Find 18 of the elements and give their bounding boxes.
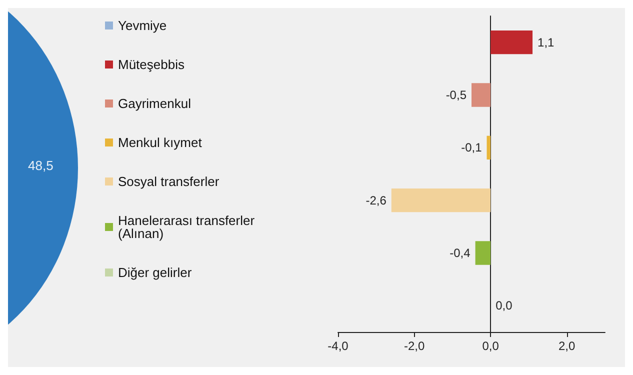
data-label: -0,1 [461,140,482,155]
legend-label: Yevmiye [118,18,167,33]
data-label: 0,0 [496,298,513,313]
text: 48,5 [28,158,54,173]
data-label: 1,1 [538,35,555,50]
legend-label: Sosyal transferler [118,174,220,189]
x-tick-label: 2,0 [558,339,576,353]
data-label: -2,6 [366,193,387,208]
data-label: -0,5 [446,88,467,102]
legend-label: Menkul kıymet [118,135,202,150]
legend-label: Diğer gelirler [118,265,192,280]
x-tick-label: 0,0 [482,339,500,353]
data-label: -0,4 [450,246,471,260]
legend-label: Hanelerarası transferler (Alınan) [118,213,258,241]
x-tick-label: -4,0 [328,339,349,353]
x-tick-label: -2,0 [404,339,425,353]
legend-label: Müteşebbis [118,57,185,72]
legend-label: Gayrimenkul [118,96,192,111]
